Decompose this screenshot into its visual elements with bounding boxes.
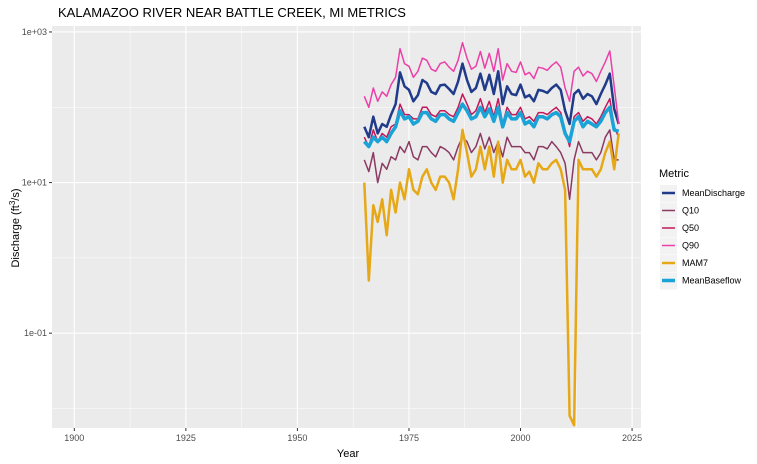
legend-label: MeanBaseflow bbox=[682, 276, 742, 286]
x-tick-label: 1925 bbox=[176, 433, 196, 443]
series-line-meanbaseflow bbox=[362, 102, 620, 149]
series-layer bbox=[362, 41, 620, 427]
plot-panel bbox=[52, 26, 641, 428]
series-line-meandischarge bbox=[363, 62, 620, 139]
x-tick-label: 1950 bbox=[287, 433, 307, 443]
legend-label: MeanDischarge bbox=[682, 188, 745, 198]
series-line-mam7 bbox=[363, 128, 620, 427]
x-tick-label: 1900 bbox=[64, 433, 84, 443]
series-line-q90 bbox=[363, 41, 620, 125]
legend-label: MAM7 bbox=[682, 258, 708, 268]
y-axis-title: Discharge (ft3/s) bbox=[8, 188, 22, 267]
legend-title: Metric bbox=[659, 168, 689, 180]
y-axis: 1e-01 1e+01 1e+03 bbox=[22, 27, 52, 338]
x-axis: 1900 1925 1950 1975 2000 2025 bbox=[64, 428, 642, 443]
x-tick-label: 2000 bbox=[511, 433, 531, 443]
y-tick-label: 1e-01 bbox=[24, 328, 47, 338]
legend-label: Q10 bbox=[682, 206, 699, 216]
grid-minor bbox=[52, 26, 641, 428]
grid-major bbox=[52, 26, 641, 428]
x-tick-label: 2025 bbox=[622, 433, 642, 443]
y-tick-label: 1e+03 bbox=[22, 27, 47, 37]
y-tick-label: 1e+01 bbox=[22, 178, 47, 188]
series-line-q10 bbox=[363, 129, 619, 201]
legend-label: Q90 bbox=[682, 241, 699, 251]
x-tick-label: 1975 bbox=[399, 433, 419, 443]
series-line-q50 bbox=[363, 93, 620, 148]
chart-title: KALAMAZOO RIVER NEAR BATTLE CREEK, MI ME… bbox=[58, 5, 406, 20]
legend-label: Q50 bbox=[682, 223, 699, 233]
x-axis-title: Year bbox=[337, 448, 360, 460]
legend: Metric MeanDischarge Q10 Q50 Q90 MAM7 MeanBas… bbox=[659, 168, 745, 290]
